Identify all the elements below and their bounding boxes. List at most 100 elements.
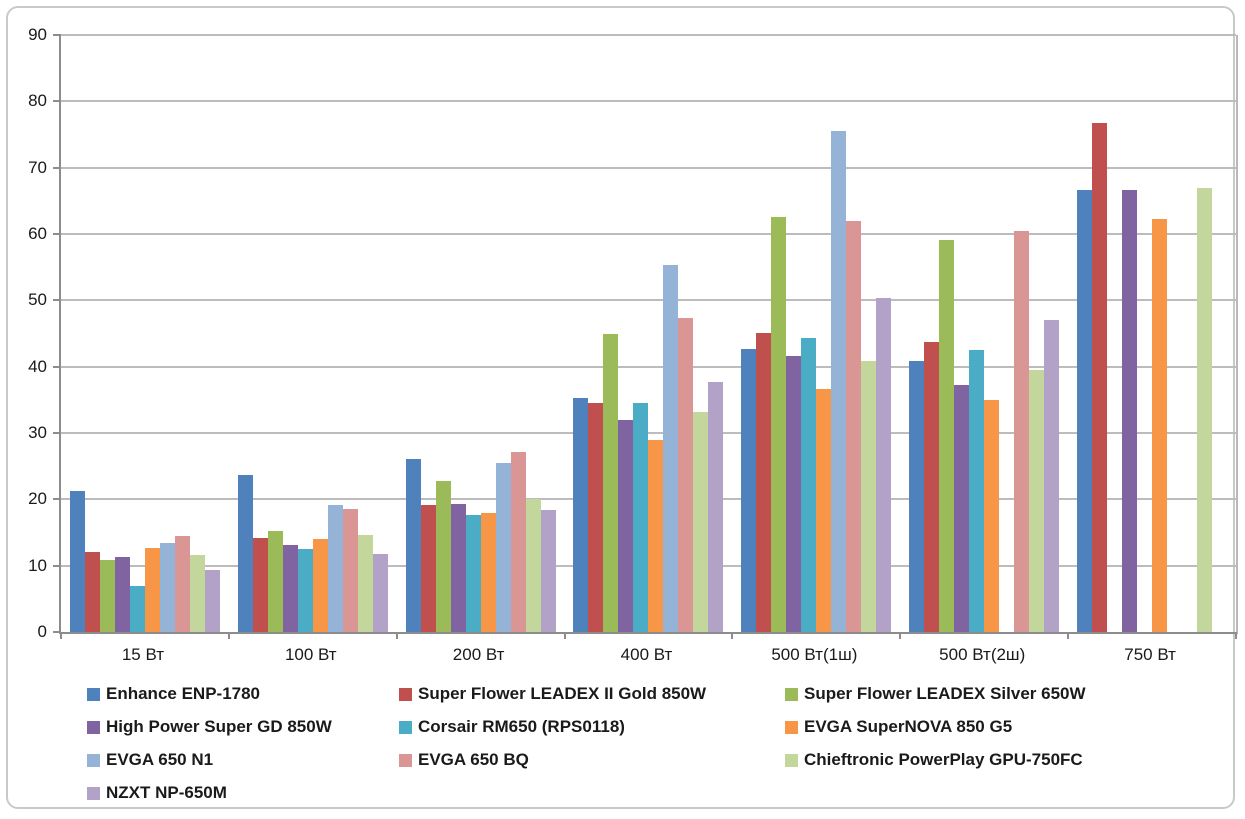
legend-item: EVGA 650 N1 xyxy=(87,749,213,771)
x-axis-tick xyxy=(1235,632,1237,639)
x-tick-label: 500 Вт(1ш) xyxy=(771,645,858,664)
gridline xyxy=(61,365,1236,368)
y-axis-tick xyxy=(53,166,61,169)
y-tick-label: 10 xyxy=(28,555,47,575)
legend-label: High Power Super GD 850W xyxy=(106,717,332,736)
bar xyxy=(876,298,892,632)
bar xyxy=(297,549,313,632)
bar xyxy=(357,534,373,632)
bar xyxy=(756,332,772,632)
legend-item: Super Flower LEADEX Silver 650W xyxy=(785,683,1086,705)
bar-group xyxy=(229,35,397,632)
bar xyxy=(1044,320,1060,632)
bar xyxy=(510,451,526,632)
legend-item: EVGA 650 BQ xyxy=(399,749,529,771)
bar xyxy=(861,360,877,632)
bar xyxy=(816,388,832,632)
bar xyxy=(129,585,145,632)
bar xyxy=(708,381,724,632)
bar xyxy=(573,397,589,632)
legend-item: High Power Super GD 850W xyxy=(87,716,332,738)
gridline xyxy=(61,34,1236,36)
bar xyxy=(648,439,664,632)
y-axis-tick xyxy=(53,631,61,633)
y-tick-label: 20 xyxy=(28,489,47,509)
legend-label: Super Flower LEADEX Silver 650W xyxy=(804,684,1086,703)
bar xyxy=(1077,190,1093,632)
bar xyxy=(771,217,787,632)
legend-label: EVGA 650 N1 xyxy=(106,750,214,769)
x-axis-tick xyxy=(60,632,62,639)
bar xyxy=(1152,218,1168,632)
bar xyxy=(114,557,130,632)
bar xyxy=(678,318,694,632)
gridline xyxy=(61,100,1236,103)
legend-item: Super Flower LEADEX II Gold 850W xyxy=(399,683,706,705)
bar xyxy=(267,531,283,632)
x-axis-tick xyxy=(563,632,566,639)
bar xyxy=(1092,123,1108,632)
bar xyxy=(144,547,160,632)
bar xyxy=(1014,230,1030,632)
bar xyxy=(189,555,205,632)
bar xyxy=(252,538,268,632)
y-axis-tick xyxy=(53,432,61,434)
bar xyxy=(909,360,925,632)
bar xyxy=(969,350,985,632)
legend-swatch xyxy=(785,720,798,734)
bar xyxy=(741,349,757,632)
bar xyxy=(588,403,604,632)
bar xyxy=(924,342,940,632)
bar xyxy=(204,569,220,632)
bar xyxy=(450,503,466,632)
legend-swatch xyxy=(785,753,798,767)
bar-group xyxy=(61,35,229,632)
y-tick-label: 80 xyxy=(28,91,47,111)
bar xyxy=(618,419,634,632)
y-axis-tick xyxy=(53,299,61,302)
y-tick-label: 50 xyxy=(28,290,47,310)
bar xyxy=(801,338,817,632)
bar xyxy=(693,412,709,632)
legend-label: Chieftronic PowerPlay GPU-750FC xyxy=(804,750,1083,769)
y-axis-tick xyxy=(53,34,61,36)
bar-group xyxy=(900,35,1068,632)
legend-item: Chieftronic PowerPlay GPU-750FC xyxy=(785,749,1083,771)
y-tick-label: 70 xyxy=(28,157,47,177)
y-axis-tick xyxy=(53,233,61,235)
x-axis-tick xyxy=(1067,632,1070,639)
y-axis-tick xyxy=(53,498,61,501)
legend-swatch xyxy=(87,687,100,701)
x-tick-label: 100 Вт xyxy=(284,645,337,664)
bar xyxy=(495,462,511,632)
legend-swatch xyxy=(785,687,798,701)
y-tick-label: 30 xyxy=(28,423,47,442)
legend-swatch xyxy=(87,786,100,800)
x-axis-tick xyxy=(731,632,734,639)
chart-panel: 0 10 20 30 40 50 60 70 80 90 15 Вт 100 Вт 200 Вт 400… xyxy=(6,6,1238,809)
x-axis-tick xyxy=(899,632,902,639)
bar-group xyxy=(397,35,565,632)
bar xyxy=(1122,189,1138,632)
bar xyxy=(954,385,970,632)
bar xyxy=(372,554,388,632)
legend-swatch xyxy=(87,753,100,767)
bar xyxy=(465,514,481,632)
x-tick-label: 500 Вт(2ш) xyxy=(939,645,1026,664)
legend-item: Corsair RM650 (RPS0118) xyxy=(399,716,625,738)
bar xyxy=(69,491,85,632)
bar xyxy=(327,505,343,632)
gridline xyxy=(61,233,1236,235)
y-tick-label: 0 xyxy=(37,622,47,641)
bar xyxy=(786,356,802,632)
y-axis-tick xyxy=(53,100,61,103)
x-tick-label: 200 Вт xyxy=(452,645,505,664)
bar xyxy=(1029,369,1045,632)
plot-area: 0 10 20 30 40 50 60 70 80 90 xyxy=(28,25,1238,641)
legend-item: Enhance ENP-1780 xyxy=(87,683,260,705)
bar xyxy=(99,560,115,632)
bar xyxy=(633,403,649,632)
bar xyxy=(159,543,175,632)
legend-label: Enhance ENP-1780 xyxy=(106,684,261,703)
x-tick-label: 400 Вт xyxy=(620,645,673,664)
